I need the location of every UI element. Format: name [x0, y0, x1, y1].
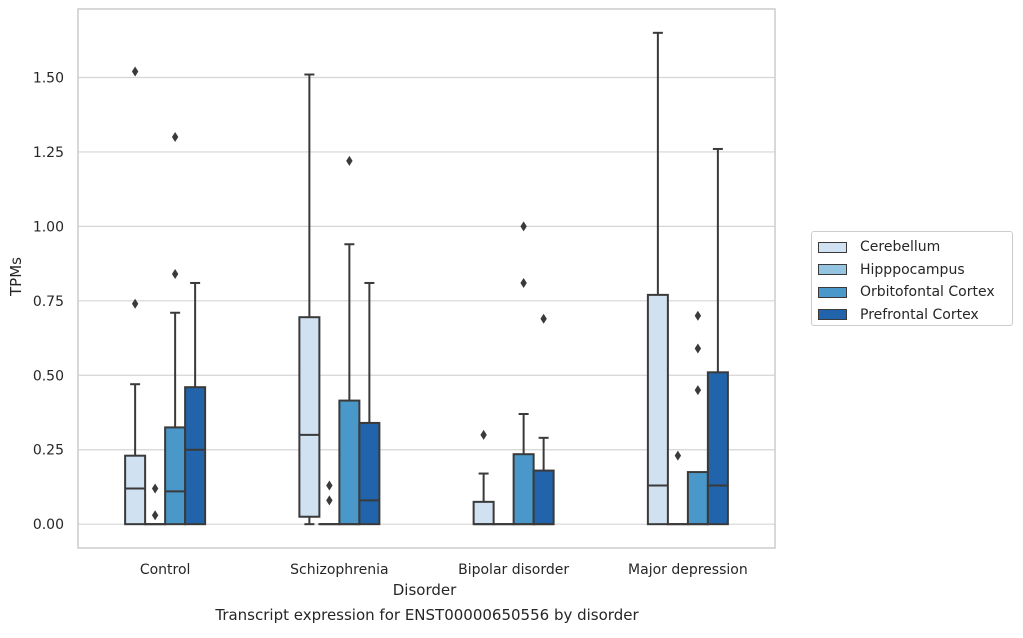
y-tick-label: 1.25: [33, 145, 64, 161]
y-axis-label: TPMs: [7, 257, 25, 297]
x-tick-label: Bipolar disorder: [458, 562, 569, 578]
legend-item: Hipppocampus: [818, 259, 1012, 282]
legend-swatch: [818, 287, 847, 298]
legend-label: Prefrontal Cortex: [860, 307, 979, 323]
legend-label: Hipppocampus: [860, 262, 965, 278]
y-tick-label: 0.75: [33, 294, 64, 310]
x-tick-label: Schizophrenia: [290, 562, 388, 578]
legend: Cerebellum Hipppocampus Orbitofontal Corte…: [811, 231, 1013, 326]
y-tick-label: 0.50: [33, 368, 64, 384]
box-body: [359, 423, 379, 524]
box-body: [708, 372, 728, 524]
legend-label: Orbitofontal Cortex: [860, 284, 995, 300]
box-body: [165, 427, 185, 524]
box-body: [534, 471, 554, 525]
legend-item: Cerebellum: [818, 236, 1012, 259]
box-body: [648, 295, 668, 524]
chart-caption: Transcript expression for ENST0000065055…: [0, 606, 854, 624]
y-tick-label: 1.00: [33, 219, 64, 235]
box-body: [688, 472, 708, 524]
box-body: [514, 454, 534, 524]
box-body: [185, 387, 205, 524]
x-axis-label: Disorder: [393, 581, 457, 599]
legend-label: Cerebellum: [860, 239, 940, 255]
box-body: [299, 317, 319, 517]
x-tick-label: Major depression: [628, 562, 748, 578]
y-tick-label: 1.50: [33, 70, 64, 86]
y-tick-label: 0.25: [33, 443, 64, 459]
x-tick-label: Control: [140, 562, 191, 578]
box-body: [474, 502, 494, 524]
legend-swatch: [818, 264, 847, 275]
legend-item: Orbitofontal Cortex: [818, 281, 1012, 304]
box-body: [125, 456, 145, 524]
y-tick-label: 0.00: [33, 517, 64, 533]
box-body: [339, 401, 359, 525]
legend-swatch: [818, 242, 847, 253]
legend-swatch: [818, 309, 847, 320]
legend-item: Prefrontal Cortex: [818, 304, 1012, 327]
